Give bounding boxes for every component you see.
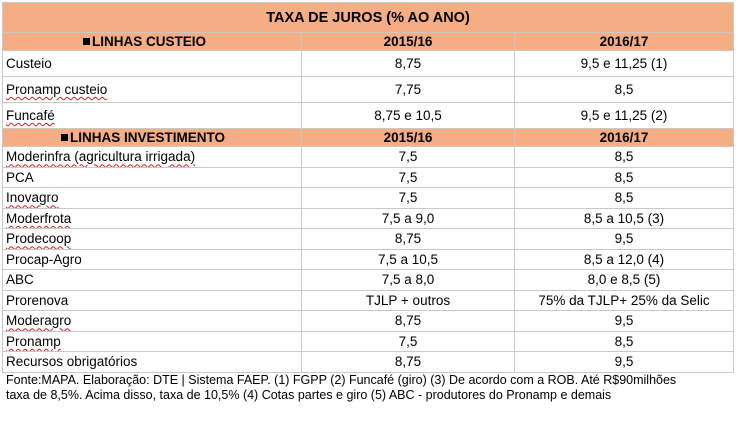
interest-rate-table: TAXA DE JUROS (% AO ANO) LINHAS CUSTEIO … [1, 2, 735, 373]
rate-2015-16: 7,5 a 10,5 [301, 248, 515, 270]
row-label: Custeio [2, 50, 302, 77]
row-label: Moderagro [2, 310, 302, 332]
rate-2016-17: 8,5 [513, 146, 735, 168]
rate-2015-16: 8,75 [301, 50, 515, 77]
rate-2015-16: 7,5 [301, 187, 515, 209]
row-label: ABC [2, 269, 302, 291]
table-row: PCA 7,5 8,5 [2, 166, 735, 188]
row-label: Funcafé [2, 102, 302, 129]
rate-2015-16: 8,75 [301, 310, 515, 332]
section-header-investimento: LINHAS INVESTIMENTO 2015/16 2016/17 [2, 128, 735, 147]
rate-2016-17: 9,5 [513, 351, 735, 373]
row-label: Pronamp [2, 330, 302, 352]
rate-2015-16: 7,5 a 9,0 [301, 207, 515, 229]
table-row: Recursos obrigatórios 8,75 9,5 [2, 351, 735, 373]
section-title-custeio: LINHAS CUSTEIO [2, 32, 302, 51]
table-row: Prorenova TJLP + outros 75% da TJLP+ 25%… [2, 289, 735, 311]
bullet-square-icon [61, 134, 68, 141]
row-label-text: Prodecoop [6, 231, 72, 247]
row-label-text: Moderagro [6, 313, 72, 329]
table-row: Funcafé 8,75 e 10,5 9,5 e 11,25 (2) [2, 102, 735, 129]
row-label: Moderinfra (agricultura irrigada) [2, 146, 302, 168]
row-label: PCA [2, 166, 302, 188]
rate-2016-17: 9,5 e 11,25 (1) [513, 50, 735, 77]
row-label: Moderfrota [2, 207, 302, 229]
table-row: Moderinfra (agricultura irrigada) 7,5 8,… [2, 146, 735, 168]
section-label: LINHAS INVESTIMENTO [70, 130, 226, 145]
section-header-custeio: LINHAS CUSTEIO 2015/16 2016/17 [2, 32, 735, 51]
table-row: Prodecoop 8,75 9,5 [2, 228, 735, 250]
section-label: LINHAS CUSTEIO [92, 34, 207, 49]
rate-2016-17: 8,5 a 10,5 (3) [513, 207, 735, 229]
interest-rate-table-container: TAXA DE JUROS (% AO ANO) LINHAS CUSTEIO … [1, 2, 735, 403]
rate-2016-17: 8,5 [513, 166, 735, 188]
bullet-square-icon [83, 38, 90, 45]
rate-2015-16: 7,5 a 8,0 [301, 269, 515, 291]
rate-2016-17: 75% da TJLP+ 25% da Selic [513, 289, 735, 311]
rate-2015-16: 7,5 [301, 330, 515, 352]
rate-2016-17: 8,0 e 8,5 (5) [513, 269, 735, 291]
rate-2015-16: TJLP + outros [301, 289, 515, 311]
rate-2016-17: 8,5 [513, 76, 735, 103]
table-row: Pronamp 7,5 8,5 [2, 330, 735, 352]
rate-2016-17: 8,5 [513, 187, 735, 209]
row-label-text: Moderinfra (agricultura irrigada) [6, 149, 196, 165]
col-header-2016-17: 2016/17 [513, 32, 735, 51]
row-label: Prodecoop [2, 228, 302, 250]
table-title: TAXA DE JUROS (% AO ANO) [1, 2, 735, 33]
rate-2015-16: 8,75 [301, 228, 515, 250]
rate-2015-16: 7,5 [301, 166, 515, 188]
footnote-line-2: taxa de 8,5%. Acima disso, taxa de 10,5%… [6, 387, 612, 402]
table-row: Moderagro 8,75 9,5 [2, 310, 735, 332]
row-label: Procap-Agro [2, 248, 302, 270]
table-row: Inovagro 7,5 8,5 [2, 187, 735, 209]
row-label-text: Pronamp custeio [6, 82, 108, 97]
table-row: Custeio 8,75 9,5 e 11,25 (1) [2, 50, 735, 77]
rate-2016-17: 8,5 a 12,0 (4) [513, 248, 735, 270]
row-label-text: Funcafé [6, 108, 55, 123]
rate-2016-17: 9,5 e 11,25 (2) [513, 102, 735, 129]
col-header-2016-17: 2016/17 [513, 128, 735, 147]
table-row: Moderfrota 7,5 a 9,0 8,5 a 10,5 (3) [2, 207, 735, 229]
rate-2015-16: 7,75 [301, 76, 515, 103]
source-footnote: Fonte:MAPA. Elaboração: DTE | Sistema FA… [2, 373, 733, 403]
rate-2015-16: 7,5 [301, 146, 515, 168]
table-title-row: TAXA DE JUROS (% AO ANO) [1, 2, 735, 33]
rate-2016-17: 9,5 [513, 310, 735, 332]
rate-2015-16: 8,75 [301, 351, 515, 373]
row-label-text: Pronamp [6, 333, 61, 349]
row-label: Prorenova [2, 289, 302, 311]
table-row: ABC 7,5 a 8,0 8,0 e 8,5 (5) [2, 269, 735, 291]
table-row: Procap-Agro 7,5 a 10,5 8,5 a 12,0 (4) [2, 248, 735, 270]
table-row: Pronamp custeio 7,75 8,5 [2, 76, 735, 103]
rate-2015-16: 8,75 e 10,5 [301, 102, 515, 129]
rate-2016-17: 8,5 [513, 330, 735, 352]
rate-2016-17: 9,5 [513, 228, 735, 250]
col-header-2015-16: 2015/16 [301, 32, 515, 51]
section-title-investimento: LINHAS INVESTIMENTO [2, 128, 302, 147]
col-header-2015-16: 2015/16 [301, 128, 515, 147]
row-label: Inovagro [2, 187, 302, 209]
row-label-text: Inovagro [6, 190, 59, 206]
footnote-line-1: Fonte:MAPA. Elaboração: DTE | Sistema FA… [6, 372, 677, 387]
row-label-text: Moderfrota [6, 210, 72, 226]
row-label: Recursos obrigatórios [2, 351, 302, 373]
row-label: Pronamp custeio [2, 76, 302, 103]
